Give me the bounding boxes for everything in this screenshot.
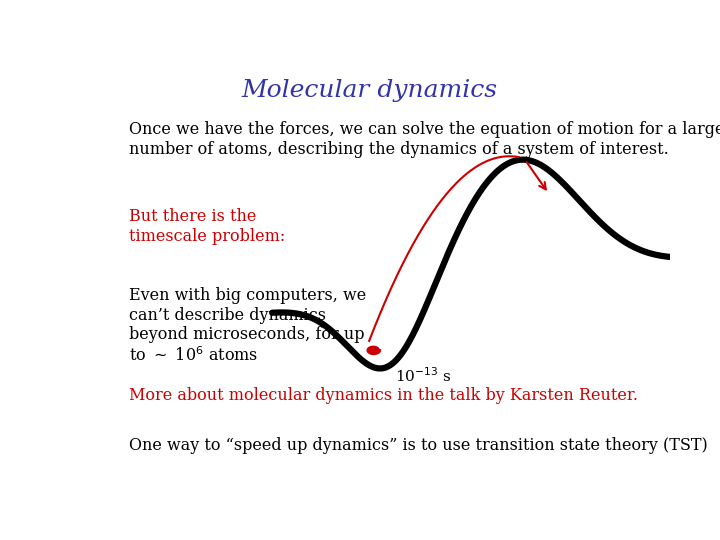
Text: One way to “speed up dynamics” is to use transition state theory (TST): One way to “speed up dynamics” is to use… [129, 437, 708, 454]
Text: can’t describe dynamics: can’t describe dynamics [129, 307, 326, 324]
Text: to $\sim$ 10$^6$ atoms: to $\sim$ 10$^6$ atoms [129, 346, 258, 364]
Text: Molecular dynamics: Molecular dynamics [241, 79, 497, 103]
Text: beyond microseconds, for up: beyond microseconds, for up [129, 326, 364, 343]
Text: Even with big computers, we: Even with big computers, we [129, 287, 366, 304]
Text: But there is the
timescale problem:: But there is the timescale problem: [129, 208, 285, 245]
Text: 10$^{-13}$ s: 10$^{-13}$ s [395, 366, 451, 384]
Text: More about molecular dynamics in the talk by Karsten Reuter.: More about molecular dynamics in the tal… [129, 387, 638, 404]
Text: Once we have the forces, we can solve the equation of motion for a large
number : Once we have the forces, we can solve th… [129, 121, 720, 158]
